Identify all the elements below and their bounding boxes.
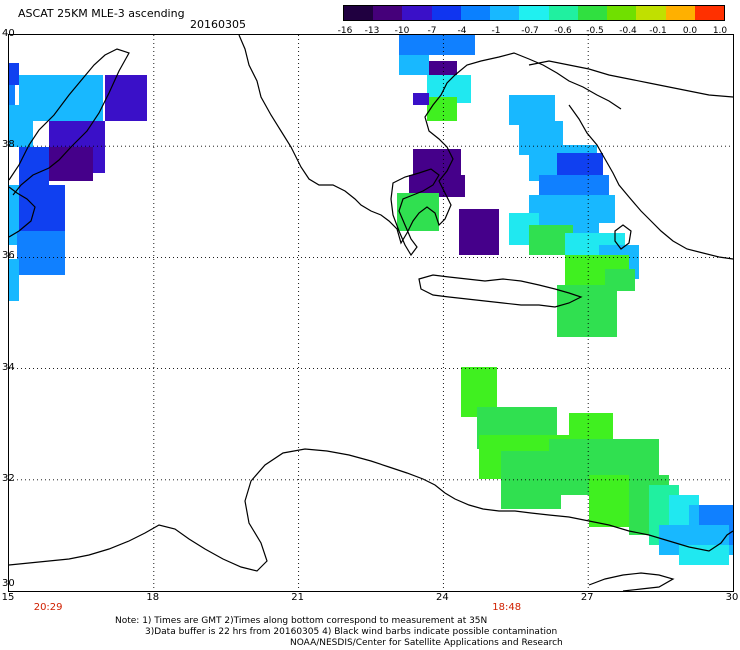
coastline-cyprus [588,572,675,591]
longitude-label: 18 [146,592,160,603]
map-canvas [9,35,733,591]
colorbar-label: -16 [337,26,353,36]
swath-cell [413,93,429,105]
latitude-label: 34 [2,361,15,373]
swath-cell [509,95,555,125]
colorbar-label: -7 [427,26,437,36]
coastline-sicily [9,186,36,238]
colorbar-segment [402,6,432,20]
coastline-balkans-greece [238,35,622,245]
data-swaths [9,35,733,565]
latitude-label: 40 [2,28,15,39]
swath-cell [9,121,33,147]
colorbar-segment [577,6,608,20]
colorbar-segment [665,6,695,20]
swath-cell [19,75,103,121]
colorbar-label: -0.5 [586,26,604,36]
swath-cell [9,185,19,245]
note-line-1: Note: 1) Times are GMT 2)Times along bot… [115,616,488,626]
colorbar-segment [490,6,520,20]
latitude-label: 36 [2,250,15,262]
colorbar-segment [373,6,403,20]
colorbar-segment [431,6,461,20]
colorbar-label: 0.0 [682,26,698,36]
longitude-label: 15 [1,592,15,603]
colorbar-segment [344,6,374,20]
pass-time-label: 20:29 [33,602,63,613]
note-line-3: NOAA/NESDIS/Center for Satellite Applica… [290,638,563,648]
swath-cell [459,209,499,255]
coastline-peloponnese [390,168,440,257]
coastline-italy-calabria [9,48,130,196]
colorbar-label: -4 [457,26,467,36]
colorbar-segment [636,6,666,20]
colorbar-segment [694,6,725,20]
colorbar-label: -0.6 [554,26,572,36]
swath-cell [605,269,635,291]
longitude-label: 24 [436,592,449,603]
colorbar-label: -1 [491,26,501,36]
latitude-label: 38 [2,139,15,151]
swath-cell [9,63,19,85]
swath-cell [9,105,19,125]
colorbar-label: -0.4 [619,26,637,36]
colorbar-label: -10 [394,26,410,36]
coastlines [9,35,733,591]
swath-cell [19,147,49,187]
map-panel [8,34,734,592]
product-date: 20160305 [190,18,246,31]
colorbar-segment [607,6,637,20]
swath-cell [679,545,729,565]
colorbar-label: -0.7 [521,26,539,36]
longitude-label: 27 [580,592,594,603]
colorbar-label: -0.1 [649,26,667,36]
latitude-label: 32 [2,472,15,484]
coastline-north-africa [9,448,733,572]
colorbar-labels: -16 -13 -10 -7 -4 -1 -0.7 -0.6 -0.5 -0.4 -0.1 0.0 1.… [330,26,740,38]
swath-cell [49,147,93,181]
colorbar-label: 1.0 [712,26,728,36]
swath-cell [9,259,19,301]
coastline-turkey [528,60,733,260]
longitude-label: 30 [725,592,739,603]
coastline-rhodes [614,224,632,250]
note-line-2: 3)Data buffer is 22 hrs from 20160305 4)… [145,627,558,637]
swath-cell [557,153,603,179]
latitude-label: 30 [2,578,15,589]
swath-cell [9,85,15,105]
pass-time-label: 18:48 [492,602,522,613]
graticule [9,35,733,591]
swath-cell [557,285,617,337]
colorbar-label: -13 [364,26,380,36]
swath-cell [397,193,439,231]
swath-cell [413,149,461,175]
colorbar-segment [460,6,491,20]
coastline-crete [418,274,583,308]
swath-cell [105,75,147,121]
swath-cell [399,35,475,55]
swath-cell [427,97,457,121]
swath-cell [399,55,429,75]
colorbar-segment [548,6,578,20]
swath-cell [17,231,65,275]
colorbar [343,5,725,21]
product-title: ASCAT 25KM MLE-3 ascending [18,7,185,20]
longitude-label: 21 [291,592,304,603]
colorbar-segment [519,6,549,20]
